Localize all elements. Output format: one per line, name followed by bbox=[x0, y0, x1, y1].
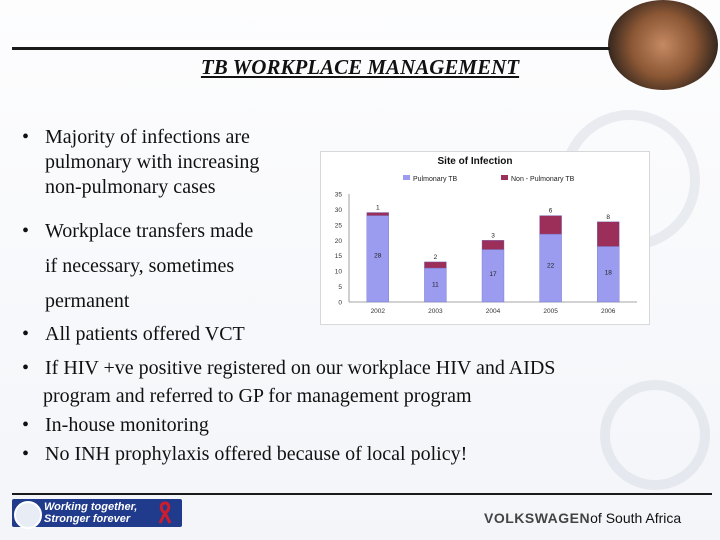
data-label: 3 bbox=[491, 232, 495, 239]
data-label: 11 bbox=[432, 281, 439, 288]
x-tick-label: 2003 bbox=[428, 308, 443, 315]
data-label: 22 bbox=[547, 263, 555, 270]
joined-hands-image bbox=[608, 0, 718, 90]
y-tick-label: 25 bbox=[335, 222, 343, 229]
bullet-marker: • bbox=[22, 443, 30, 465]
bullet-marker: • bbox=[22, 414, 30, 436]
bar-non-pulmonary bbox=[539, 215, 562, 235]
data-label: 2 bbox=[434, 254, 438, 261]
bar-non-pulmonary bbox=[366, 212, 389, 216]
bullet-text: permanent bbox=[45, 290, 130, 312]
data-label: 28 bbox=[374, 252, 382, 259]
bottom-divider bbox=[12, 493, 712, 495]
data-label: 18 bbox=[605, 269, 613, 276]
site-of-infection-chart: Site of Infection Pulmonary TB Non - Pulmo… bbox=[320, 151, 650, 325]
y-tick-label: 20 bbox=[335, 238, 343, 245]
chart-svg: Site of Infection Pulmonary TB Non - Pulmo… bbox=[335, 156, 637, 315]
legend-swatch bbox=[403, 175, 410, 180]
brand-footer: VOLKSWAGENof South Africa bbox=[484, 510, 681, 526]
bullet-text: If HIV +ve positive registered on our wo… bbox=[45, 357, 556, 379]
brand-name: VOLKSWAGEN bbox=[484, 510, 591, 526]
bullet-text: All patients offered VCT bbox=[45, 323, 245, 345]
bullet-text: non-pulmonary cases bbox=[45, 176, 216, 198]
bullet-marker: • bbox=[22, 357, 30, 379]
bullet-marker: • bbox=[22, 126, 30, 148]
bar-non-pulmonary bbox=[424, 261, 447, 269]
y-tick-label: 10 bbox=[335, 269, 343, 276]
data-label: 6 bbox=[549, 208, 553, 215]
legend-label: Non - Pulmonary TB bbox=[511, 176, 575, 183]
brand-suffix: of South Africa bbox=[590, 510, 682, 526]
slogan-line-1: Working together, bbox=[44, 501, 138, 513]
x-tick-label: 2002 bbox=[371, 308, 386, 315]
bullet-text: Majority of infections are bbox=[45, 126, 250, 148]
y-tick-label: 15 bbox=[335, 253, 343, 260]
bullet-text: In-house monitoring bbox=[45, 414, 209, 436]
data-label: 1 bbox=[376, 205, 380, 212]
watermark-circle bbox=[600, 380, 710, 490]
y-tick-label: 5 bbox=[338, 284, 342, 291]
vw-logo-icon bbox=[14, 501, 42, 529]
bullet-text: Workplace transfers made bbox=[45, 220, 254, 242]
top-divider bbox=[12, 47, 610, 50]
data-label: 8 bbox=[606, 214, 610, 221]
legend-label: Pulmonary TB bbox=[413, 176, 458, 183]
x-tick-label: 2004 bbox=[486, 308, 501, 315]
y-tick-label: 0 bbox=[338, 300, 342, 307]
bullet-text: No INH prophylaxis offered because of lo… bbox=[45, 443, 468, 465]
bullet-marker: • bbox=[22, 323, 30, 345]
bullet-list: • Majority of infections are pulmonary w… bbox=[22, 126, 556, 465]
bullet-text: if necessary, sometimes bbox=[45, 255, 235, 277]
bullet-text: program and referred to GP for managemen… bbox=[43, 385, 472, 407]
slide-title: TB WORKPLACE MANAGEMENT bbox=[200, 55, 520, 79]
chart-title: Site of Infection bbox=[438, 156, 513, 167]
bullet-marker: • bbox=[22, 220, 30, 242]
slogan-line-2: Stronger forever bbox=[44, 513, 131, 525]
data-label: 17 bbox=[489, 271, 497, 278]
x-tick-label: 2006 bbox=[601, 308, 616, 315]
bar-non-pulmonary bbox=[481, 240, 505, 250]
y-tick-label: 30 bbox=[335, 207, 343, 214]
bar-non-pulmonary bbox=[597, 221, 620, 247]
y-tick-label: 35 bbox=[335, 192, 343, 199]
red-ribbon-icon bbox=[158, 501, 172, 524]
x-tick-label: 2005 bbox=[543, 308, 558, 315]
legend-swatch bbox=[501, 175, 508, 180]
bullet-text: pulmonary with increasing bbox=[45, 151, 260, 173]
